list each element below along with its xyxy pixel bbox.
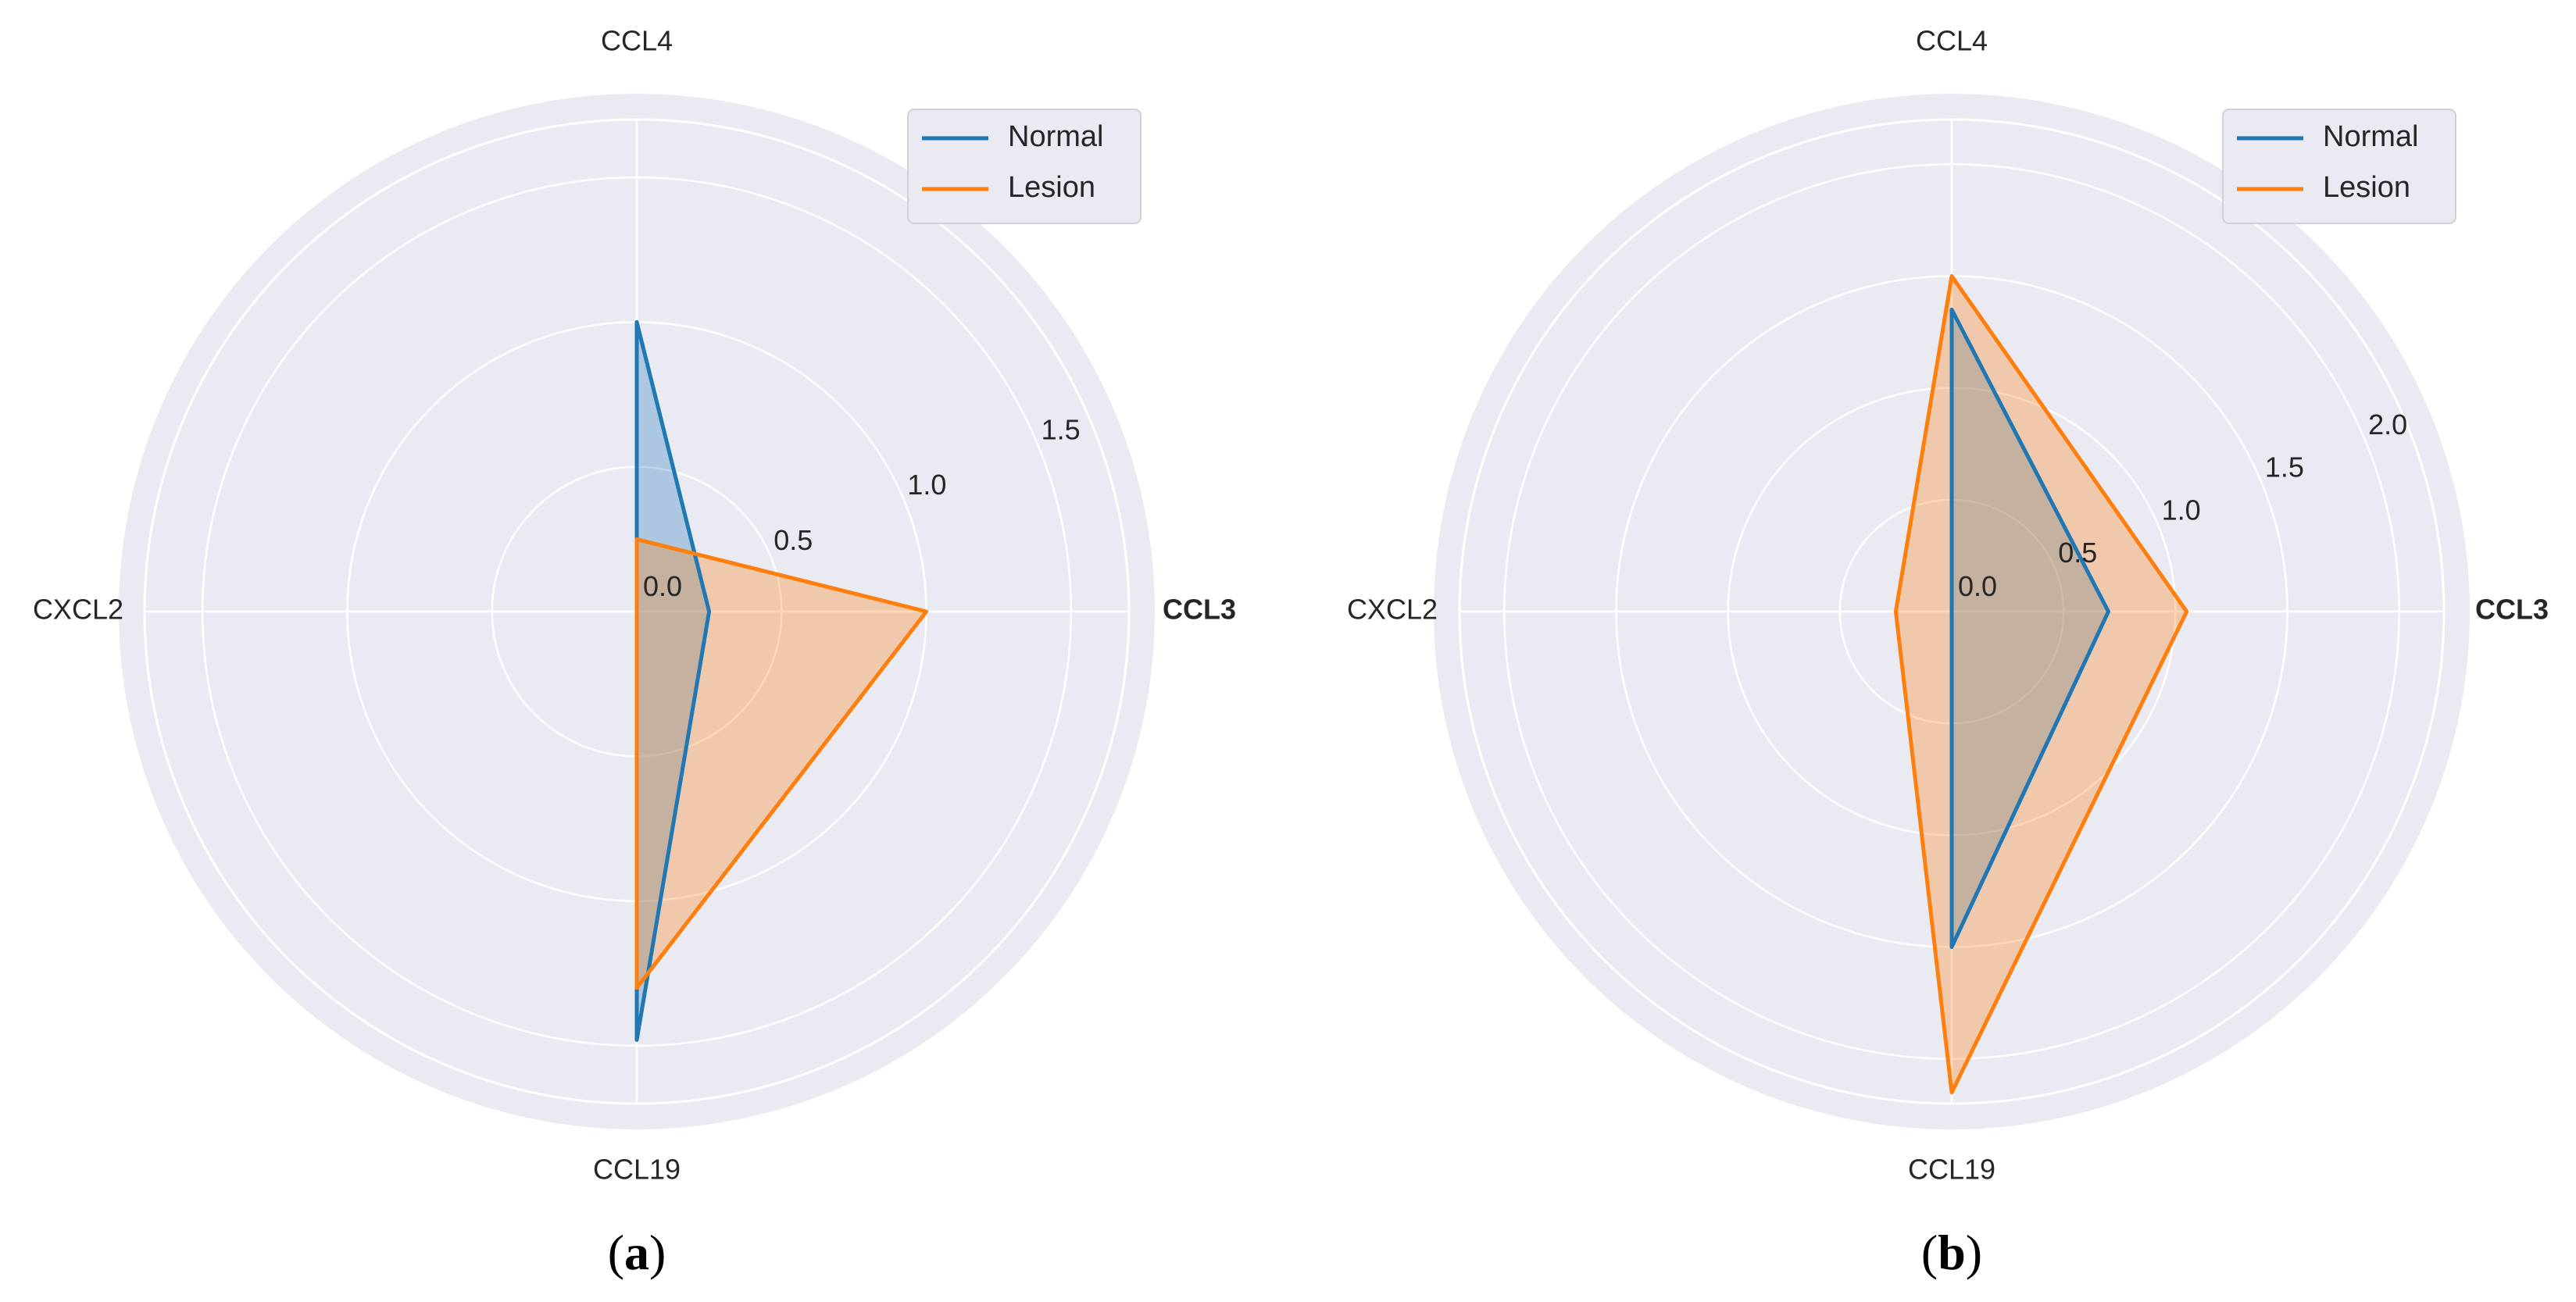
panel-b-legend: Normal Lesion bbox=[2222, 109, 2456, 224]
panel-b-legend-normal-label: Normal bbox=[2323, 120, 2418, 153]
panel-a-caption-close: ) bbox=[649, 1225, 666, 1280]
panel-b-caption-open: ( bbox=[1921, 1225, 1938, 1280]
panel-b-series bbox=[1893, 274, 2189, 1095]
panel-a-rtick-label: 0.0 bbox=[643, 570, 682, 602]
panel-a-rtick-label: 1.5 bbox=[1041, 413, 1081, 445]
panel-a-rtick-label: 0.5 bbox=[774, 524, 813, 556]
panel-b-category-cxcl2: CXCL2 bbox=[1347, 594, 1438, 626]
panel-b-caption-close: ) bbox=[1966, 1225, 1982, 1280]
panel-b-legend-lesion-label: Lesion bbox=[2323, 171, 2410, 204]
panel-a-lesion-line bbox=[634, 537, 929, 990]
panel-a-series bbox=[634, 319, 929, 1042]
panel-b-caption: (b) bbox=[1921, 1225, 1982, 1280]
panel-a-category-ccl3: CCL3 bbox=[1163, 594, 1236, 626]
panel-b-rtick-label: 0.5 bbox=[2058, 537, 2097, 569]
panel-a-legend: Normal Lesion bbox=[907, 109, 1142, 224]
panel-b-lesion-line bbox=[1893, 274, 2189, 1095]
panel-b-lesion-area bbox=[1895, 276, 2187, 1093]
panel-b-rtick-label: 0.0 bbox=[1958, 570, 1997, 602]
panel-a-category-ccl19: CCL19 bbox=[593, 1154, 681, 1186]
panel-a-rtick-label: 1.0 bbox=[907, 469, 946, 501]
panel-a-caption-open: ( bbox=[608, 1225, 624, 1280]
panel-a: CCL3 CCL4 CXCL2 CCL19 0.0 0.5 1.0 1.5 No… bbox=[33, 25, 1236, 1280]
panel-a-lesion-area bbox=[637, 539, 927, 988]
panel-b-rtick-label: 1.0 bbox=[2162, 494, 2201, 526]
panel-b-normal-line bbox=[1949, 307, 2110, 949]
panel-a-legend-normal-label: Normal bbox=[1008, 120, 1103, 153]
panel-a-caption: (a) bbox=[608, 1225, 666, 1280]
panel-a-category-cxcl2: CXCL2 bbox=[33, 594, 123, 626]
panel-b: CCL3 CCL4 CXCL2 CCL19 0.0 0.5 1.0 1.5 2.… bbox=[1347, 25, 2549, 1280]
panel-b-category-ccl3: CCL3 bbox=[2475, 594, 2549, 626]
panel-b-rtick-label: 2.0 bbox=[2368, 408, 2407, 441]
panel-b-category-ccl19: CCL19 bbox=[1908, 1154, 1995, 1186]
panel-b-category-ccl4: CCL4 bbox=[1916, 25, 1988, 57]
panel-a-legend-lesion-label: Lesion bbox=[1008, 171, 1095, 204]
panel-b-caption-letter: b bbox=[1938, 1225, 1966, 1280]
panel-a-caption-letter: a bbox=[624, 1225, 649, 1280]
panel-b-normal-area bbox=[1952, 309, 2109, 947]
panel-a-normal-area bbox=[637, 322, 709, 1040]
panel-b-rtick-label: 1.5 bbox=[2265, 451, 2304, 483]
panel-a-category-ccl4: CCL4 bbox=[601, 25, 673, 57]
